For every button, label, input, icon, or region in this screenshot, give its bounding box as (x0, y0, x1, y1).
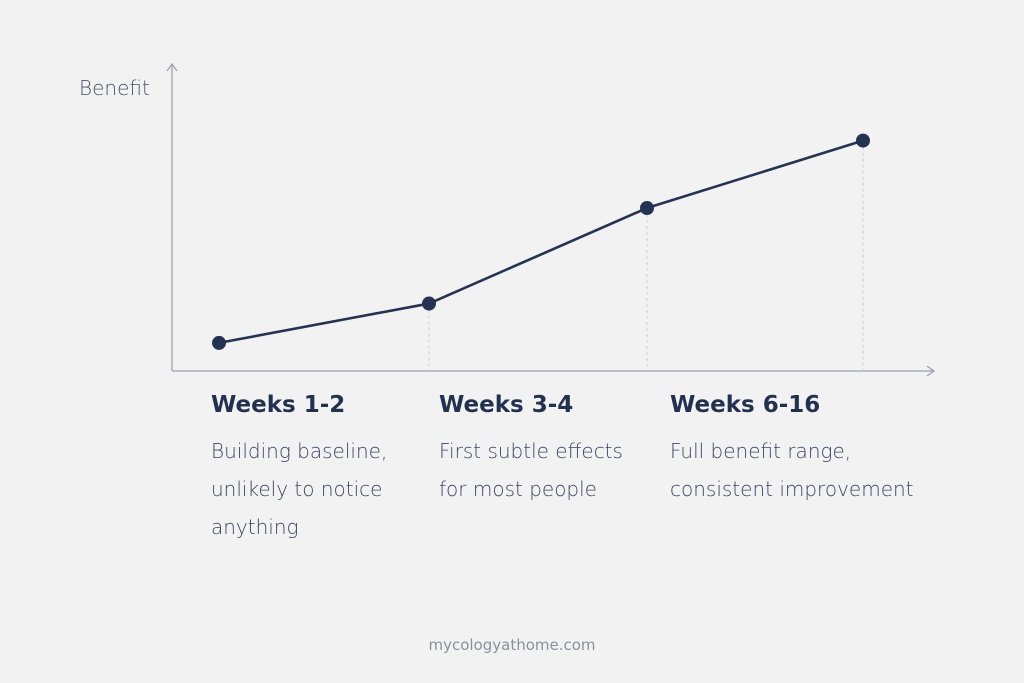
phase-title: Weeks 3-4 (439, 392, 574, 418)
data-point-2 (422, 296, 436, 311)
phase-weeks-6-16: Weeks 6-16 Full benefit range, consisten… (670, 392, 914, 508)
series-line (217, 139, 865, 345)
data-point-1 (212, 335, 226, 350)
y-axis-label: Benefit (79, 76, 150, 100)
x-axis-arrow-icon (926, 365, 936, 377)
source-credit: mycologyathome.com (428, 636, 596, 654)
phase-weeks-1-2: Weeks 1-2 Building baseline, unlikely to… (211, 392, 387, 546)
phase-description: Full benefit range, consistent improveme… (670, 439, 914, 501)
y-axis-arrow-icon (166, 62, 178, 72)
phase-title: Weeks 6-16 (670, 392, 821, 418)
phase-description: Building baseline, unlikely to notice an… (211, 439, 388, 539)
data-point-4 (856, 133, 870, 148)
data-point-3 (640, 201, 654, 216)
series-benefit (212, 133, 870, 350)
chart-axes (166, 62, 936, 377)
phase-weeks-3-4: Weeks 3-4 First subtle effects for most … (439, 392, 623, 508)
guide-lines (428, 140, 864, 371)
phase-title: Weeks 1-2 (211, 392, 346, 418)
phase-description: First subtle effects for most people (439, 439, 623, 501)
